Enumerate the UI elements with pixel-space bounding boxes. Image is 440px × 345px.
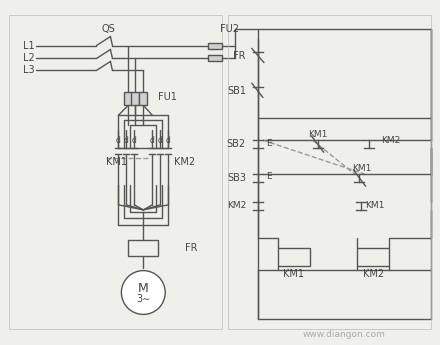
Text: KM1: KM1 [352, 164, 371, 172]
Circle shape [121, 270, 165, 314]
Bar [139, 92, 147, 105]
Text: SB3: SB3 [227, 173, 246, 183]
Text: KM1: KM1 [365, 201, 385, 210]
Text: E: E [266, 172, 271, 181]
Text: d: d [166, 136, 171, 145]
Text: L1: L1 [23, 40, 34, 50]
Text: FR: FR [233, 51, 246, 61]
Text: SB1: SB1 [227, 86, 246, 96]
Text: www.diangon.com: www.diangon.com [303, 330, 386, 339]
Text: d: d [116, 136, 121, 145]
Text: QS: QS [102, 23, 115, 33]
Text: d: d [158, 136, 163, 145]
Bar [208, 42, 222, 49]
Text: E: E [266, 139, 271, 148]
Text: 3∼: 3∼ [136, 295, 150, 305]
Text: KM2: KM2 [381, 136, 400, 145]
Bar [357, 248, 389, 266]
Text: M: M [138, 282, 149, 295]
Bar [128, 240, 158, 256]
Text: d: d [124, 136, 129, 145]
Text: KM1: KM1 [106, 157, 128, 167]
Text: L3: L3 [23, 66, 34, 76]
Text: KM2: KM2 [174, 157, 195, 167]
Bar [132, 92, 139, 105]
Bar [228, 14, 431, 329]
Text: SB2: SB2 [227, 139, 246, 149]
Text: FU2: FU2 [220, 23, 239, 33]
Text: FR: FR [185, 243, 198, 253]
Bar [278, 248, 310, 266]
Bar [125, 92, 132, 105]
Text: KM2: KM2 [227, 201, 246, 210]
Text: KM1: KM1 [283, 269, 304, 279]
Text: KM2: KM2 [363, 269, 384, 279]
Bar [208, 56, 222, 61]
Text: FU1: FU1 [158, 92, 177, 102]
Text: d: d [132, 136, 137, 145]
Text: L2: L2 [23, 53, 35, 63]
Bar [9, 14, 222, 329]
Text: KM1: KM1 [308, 130, 327, 139]
Text: d: d [150, 136, 155, 145]
